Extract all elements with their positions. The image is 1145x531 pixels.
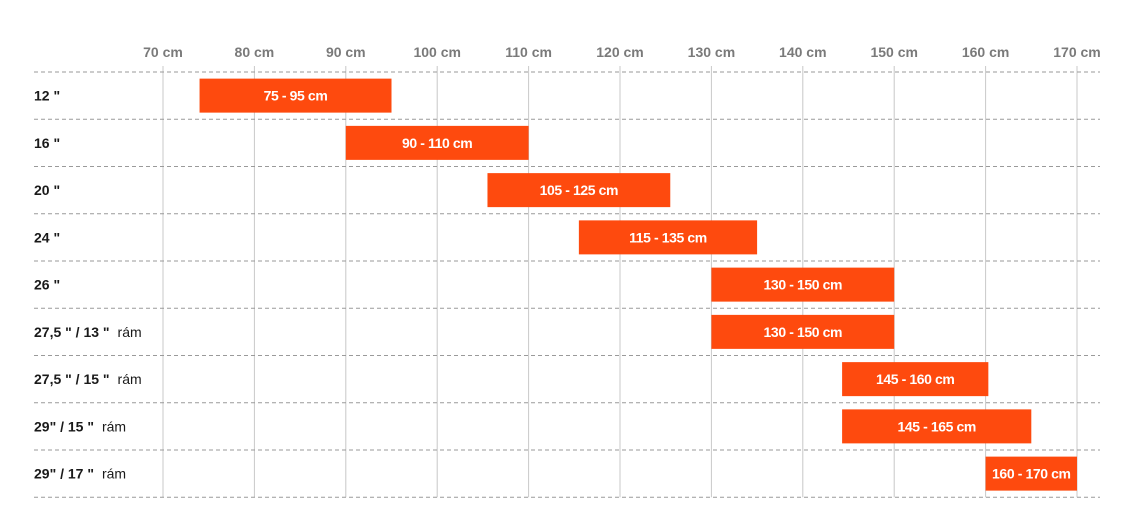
- x-tick-label: 140 cm: [779, 44, 826, 60]
- row-label: 27,5 " / 13 " rám: [34, 324, 142, 340]
- x-tick-label: 120 cm: [596, 44, 643, 60]
- size-row: 29" / 17 " rám 160 - 170 cm: [34, 456, 1077, 491]
- height-range-label: 115 - 135 cm: [629, 229, 707, 245]
- height-range-label: 145 - 165 cm: [897, 418, 975, 434]
- height-range-bar: [711, 267, 895, 302]
- height-range-label: 130 - 150 cm: [764, 277, 842, 293]
- frame-note: rám: [102, 466, 126, 482]
- size-row: 20 " 105 - 125 cm: [34, 173, 671, 208]
- height-range-bar: [345, 125, 529, 160]
- height-range-label: 145 - 160 cm: [876, 371, 954, 387]
- height-range-bar: [199, 78, 392, 113]
- row-label: 29" / 15 " rám: [34, 418, 126, 434]
- rows: 12 " 75 - 95 cm 16 " 90 - 110 cm 20 " 105 - 1…: [34, 78, 1077, 491]
- height-range-bar: [711, 314, 895, 349]
- height-range-label: 75 - 95 cm: [264, 88, 328, 104]
- size-row: 26 " 130 - 150 cm: [34, 267, 895, 302]
- height-range-label: 130 - 150 cm: [764, 324, 842, 340]
- x-tick-label: 110 cm: [505, 44, 552, 60]
- wheel-size: 24 ": [34, 229, 60, 245]
- x-tick-label: 70 cm: [143, 44, 183, 60]
- row-label: 26 ": [34, 277, 60, 293]
- frame-note: rám: [118, 371, 142, 387]
- size-row: 27,5 " / 15 " rám 145 - 160 cm: [34, 362, 989, 397]
- grid-lines: [34, 66, 1100, 498]
- row-label: 20 ": [34, 182, 60, 198]
- wheel-size: 29" / 15 ": [34, 418, 94, 434]
- size-row: 12 " 75 - 95 cm: [34, 78, 392, 113]
- x-tick-label: 100 cm: [413, 44, 460, 60]
- row-label: 16 ": [34, 135, 60, 151]
- wheel-size: 16 ": [34, 135, 60, 151]
- x-axis-ticks: 70 cm 80 cm 90 cm 100 cm 110 cm 120 cm 130 cm 1…: [143, 44, 1101, 60]
- height-range-bar: [842, 362, 989, 397]
- height-range-bar: [985, 456, 1077, 491]
- x-tick-label: 80 cm: [235, 44, 275, 60]
- height-range-bar: [578, 220, 758, 255]
- row-label: 12 ": [34, 88, 60, 104]
- wheel-size: 20 ": [34, 182, 60, 198]
- frame-note: rám: [118, 324, 142, 340]
- height-range-label: 90 - 110 cm: [402, 135, 472, 151]
- size-row: 29" / 15 " rám 145 - 165 cm: [34, 409, 1032, 444]
- wheel-size: 27,5 " / 13 ": [34, 324, 110, 340]
- wheel-size: 26 ": [34, 277, 60, 293]
- x-tick-label: 130 cm: [688, 44, 735, 60]
- height-range-bar: [842, 409, 1032, 444]
- row-label: 29" / 17 " rám: [34, 466, 126, 482]
- x-tick-label: 170 cm: [1053, 44, 1100, 60]
- wheel-size: 12 ": [34, 88, 60, 104]
- height-range-bar: [487, 173, 671, 208]
- row-label: 27,5 " / 15 " rám: [34, 371, 142, 387]
- height-range-label: 160 - 170 cm: [992, 466, 1070, 482]
- x-tick-label: 90 cm: [326, 44, 366, 60]
- x-tick-label: 150 cm: [870, 44, 917, 60]
- size-row: 16 " 90 - 110 cm: [34, 125, 529, 160]
- size-row: 27,5 " / 13 " rám 130 - 150 cm: [34, 314, 895, 349]
- x-tick-label: 160 cm: [962, 44, 1009, 60]
- row-label: 24 ": [34, 229, 60, 245]
- frame-note: rám: [102, 418, 126, 434]
- height-range-label: 105 - 125 cm: [540, 182, 618, 198]
- wheel-size: 27,5 " / 15 ": [34, 371, 110, 387]
- size-row: 24 " 115 - 135 cm: [34, 220, 758, 255]
- wheel-size: 29" / 17 ": [34, 466, 94, 482]
